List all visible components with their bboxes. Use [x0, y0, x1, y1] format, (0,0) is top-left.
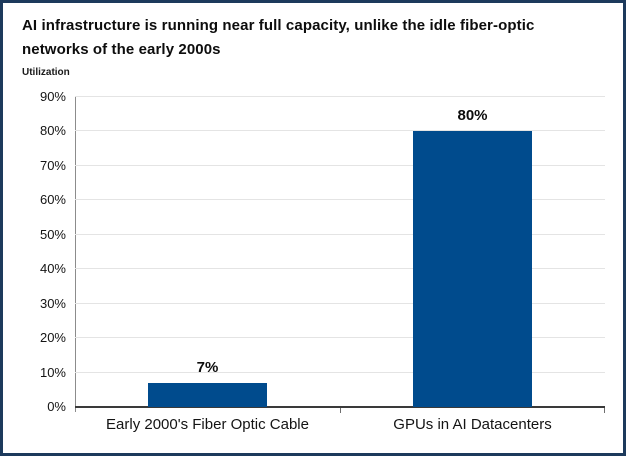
y-axis-unit-label: Utilization	[22, 67, 70, 78]
x-category-label: Early 2000's Fiber Optic Cable	[106, 416, 309, 433]
x-category-label: GPUs in AI Datacenters	[393, 416, 552, 433]
bar-fiber-optic	[148, 382, 267, 407]
x-axis-tick	[604, 408, 605, 413]
y-tick-label: 20%	[39, 330, 66, 346]
y-axis-line	[75, 97, 76, 412]
y-tick-label: 0%	[47, 399, 66, 414]
gridline	[75, 199, 605, 201]
bar-gpu-datacenters	[413, 131, 532, 407]
bar-value-label: 80%	[457, 107, 488, 125]
x-axis-line	[75, 406, 605, 408]
y-tick-label: 80%	[39, 123, 66, 139]
y-tick-label: 10%	[39, 364, 66, 380]
y-tick-label: 60%	[39, 192, 66, 208]
y-tick-label: 40%	[39, 261, 66, 277]
x-axis-tick	[340, 408, 341, 413]
gridline	[75, 302, 605, 304]
gridline	[75, 268, 605, 270]
gridline	[75, 96, 605, 97]
gridline	[75, 337, 605, 339]
y-tick-label: 70%	[39, 157, 66, 173]
y-tick-label: 30%	[39, 295, 66, 311]
gridline	[75, 130, 605, 132]
y-tick-label: 90%	[39, 89, 66, 104]
gridline	[75, 233, 605, 235]
chart-title: AI infrastructure is running near full c…	[22, 17, 535, 58]
plot-area: 0% 10% 20% 30% 40% 50% 60% 70% 80% 90% 7% Early 200…	[40, 90, 605, 433]
gridline	[75, 164, 605, 166]
y-tick-label: 50%	[39, 226, 66, 242]
bar-value-label: 7%	[196, 358, 219, 376]
gridline	[75, 371, 605, 373]
